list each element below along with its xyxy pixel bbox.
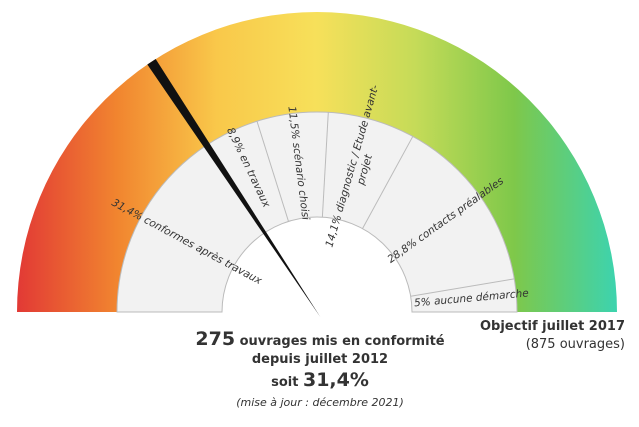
segment-divider [256, 121, 289, 222]
target-title: Objectif juillet 2017 [479, 319, 625, 334]
count-line: 275 ouvrages mis en conformité [175, 330, 465, 351]
segment-divider [410, 278, 515, 297]
soit-text: soit [271, 375, 299, 390]
gauge-needle [147, 59, 321, 318]
update-note: (mise à jour : décembre 2021) [236, 396, 404, 409]
count-value: 275 [195, 328, 236, 350]
since-line: depuis juillet 2012 [251, 352, 389, 367]
segment-divider [321, 112, 329, 218]
target-detail: (875 ouvrages) [525, 337, 625, 352]
percent-value: 31,4% [302, 369, 369, 391]
percent-line: soit 31,4% [175, 369, 465, 394]
target-caption: Objectif juillet 2017 (875 ouvrages) [480, 318, 625, 354]
count-text: ouvrages mis en conformité [239, 334, 445, 349]
segment-divider [362, 136, 414, 229]
main-caption: 275 ouvrages mis en conformité depuis ju… [175, 330, 465, 412]
